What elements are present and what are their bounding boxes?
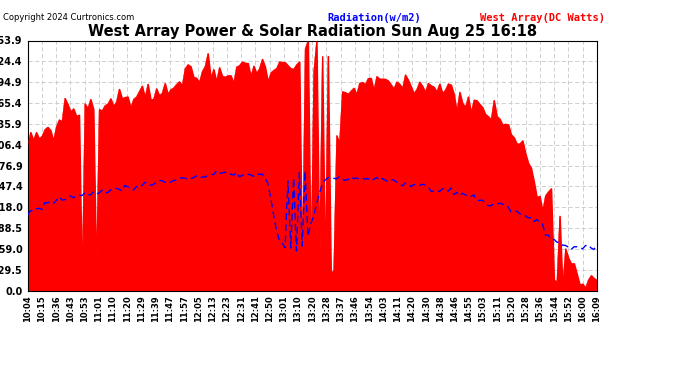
Title: West Array Power & Solar Radiation Sun Aug 25 16:18: West Array Power & Solar Radiation Sun A… [88, 24, 537, 39]
Text: Copyright 2024 Curtronics.com: Copyright 2024 Curtronics.com [3, 13, 135, 22]
Text: Radiation(w/m2): Radiation(w/m2) [328, 13, 422, 23]
Text: West Array(DC Watts): West Array(DC Watts) [480, 13, 604, 23]
